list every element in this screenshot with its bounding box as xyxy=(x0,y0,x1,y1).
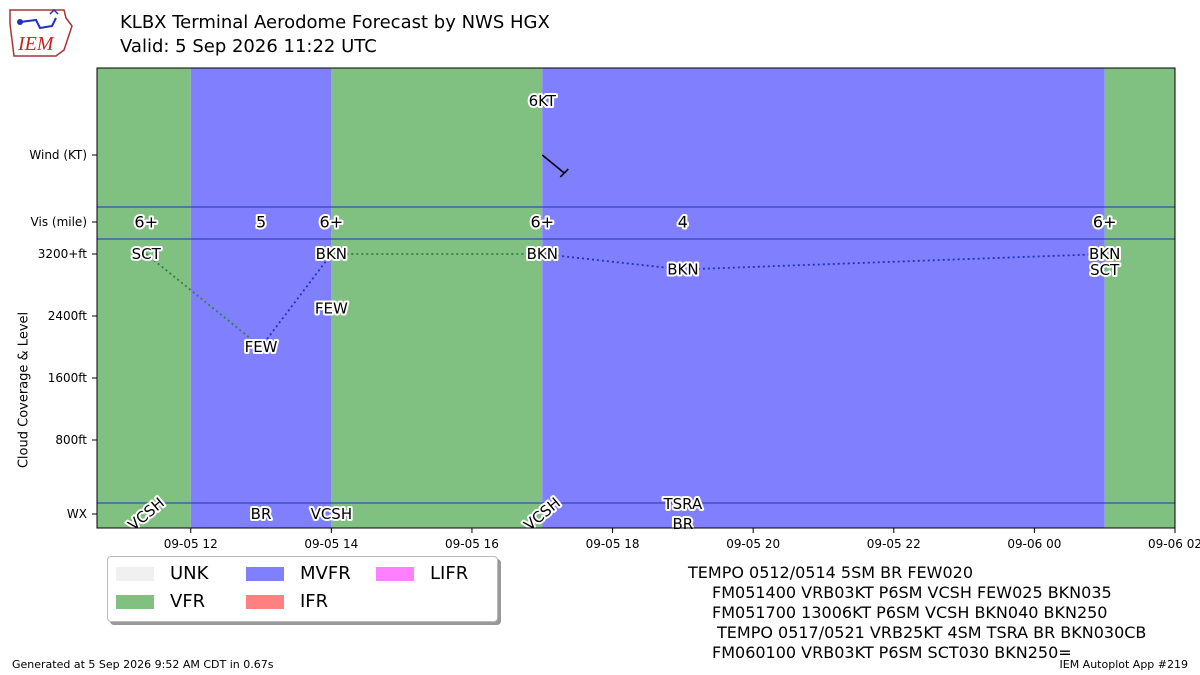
vis-label: 6+ xyxy=(530,213,554,232)
cloud-line xyxy=(542,253,683,271)
legend-label: LIFR xyxy=(430,563,469,584)
x-tick-label: 09-06 02 xyxy=(1148,537,1200,550)
category-band xyxy=(97,68,191,528)
app-id: IEM Autoplot App #219 xyxy=(1059,658,1189,671)
legend: UNK MVFR LIFR VFR IFR xyxy=(107,556,498,622)
plot-frame xyxy=(96,67,1176,529)
x-tick-label: 09-05 22 xyxy=(867,537,921,550)
cloud-label: BKN xyxy=(1089,245,1120,263)
cloud-label: BKN xyxy=(316,245,347,263)
cloud-label: SCT xyxy=(1090,261,1120,279)
category-band xyxy=(542,68,1105,528)
vis-label: 6+ xyxy=(134,213,158,232)
vis-row-label: Vis (mile) xyxy=(31,215,87,229)
vis-label: 5 xyxy=(256,213,266,232)
wind-barb xyxy=(541,154,569,178)
iem-logo: IEM xyxy=(9,8,73,57)
legend-swatch xyxy=(116,595,154,609)
vis-label: 6+ xyxy=(320,213,344,232)
y-tick-label: 1600ft xyxy=(48,371,88,385)
category-bands xyxy=(97,68,1175,528)
svg-text:IEM: IEM xyxy=(17,33,55,55)
cloud-line xyxy=(682,253,1105,271)
wx-row-label: WX xyxy=(67,507,87,521)
legend-label: UNK xyxy=(170,563,209,584)
legend-label: VFR xyxy=(170,591,206,612)
taf-line: FM051400 VRB03KT P6SM VCSH FEW025 BKN035 xyxy=(712,583,1112,602)
category-band xyxy=(331,68,543,528)
x-tick-label: 09-06 00 xyxy=(1007,537,1061,550)
chart-subtitle: Valid: 5 Sep 2026 11:22 UTC xyxy=(120,36,377,57)
x-tick-label: 09-05 20 xyxy=(726,537,780,550)
legend-swatch xyxy=(116,567,154,581)
wx-label: BR xyxy=(251,505,272,523)
x-tick-label: 09-05 14 xyxy=(304,537,358,550)
legend-label: MVFR xyxy=(300,563,351,584)
x-tick-label: 09-05 16 xyxy=(445,537,499,550)
y-tick-label: 3200+ft xyxy=(38,247,88,261)
vis-label: 4 xyxy=(678,213,688,232)
y-axis-title: Cloud Coverage & Level xyxy=(17,312,32,468)
wx-label: BR xyxy=(673,515,694,533)
x-tick-label: 09-05 12 xyxy=(164,537,218,550)
cloud-label: FEW xyxy=(245,338,278,356)
taf-line: TEMPO 0512/0514 5SM BR FEW020 xyxy=(688,563,974,582)
taf-line: FM051700 13006KT P6SM VCSH BKN040 BKN250 xyxy=(712,603,1108,622)
legend-swatch xyxy=(246,567,284,581)
wind-label: 6KT xyxy=(529,92,557,110)
x-tick-label: 09-05 18 xyxy=(586,537,640,550)
category-band xyxy=(1104,68,1175,528)
taf-line: TEMPO 0517/0521 VRB25KT 4SM TSRA BR BKN0… xyxy=(717,623,1147,642)
cloud-label: BKN xyxy=(527,245,558,263)
vis-label: 6+ xyxy=(1093,213,1117,232)
row-separators xyxy=(97,206,1175,504)
legend-swatch xyxy=(376,567,414,581)
cloud-label: SCT xyxy=(132,245,162,263)
cloud-lines xyxy=(145,253,1105,348)
wind-row-label: Wind (KT) xyxy=(29,148,87,162)
generated-note: Generated at 5 Sep 2026 9:52 AM CDT in 0… xyxy=(12,658,274,671)
legend-swatch xyxy=(246,595,284,609)
taf-line: FM060100 VRB03KT P6SM SCT030 BKN250= xyxy=(712,643,1072,662)
chart-title: KLBX Terminal Aerodome Forecast by NWS H… xyxy=(120,12,550,33)
wx-label: TSRA xyxy=(662,495,702,513)
cloud-label: FEW xyxy=(315,299,348,317)
wx-label: VCSH xyxy=(311,505,353,523)
category-band xyxy=(190,68,332,528)
chart-axes: 09-05 12 09-05 14 09-05 16 09-05 18 09-05 20… xyxy=(17,67,1200,550)
cloud-label: BKN xyxy=(667,261,698,279)
legend-label: IFR xyxy=(300,591,329,612)
y-tick-label: 2400ft xyxy=(48,309,88,323)
y-tick-label: 800ft xyxy=(55,433,87,447)
